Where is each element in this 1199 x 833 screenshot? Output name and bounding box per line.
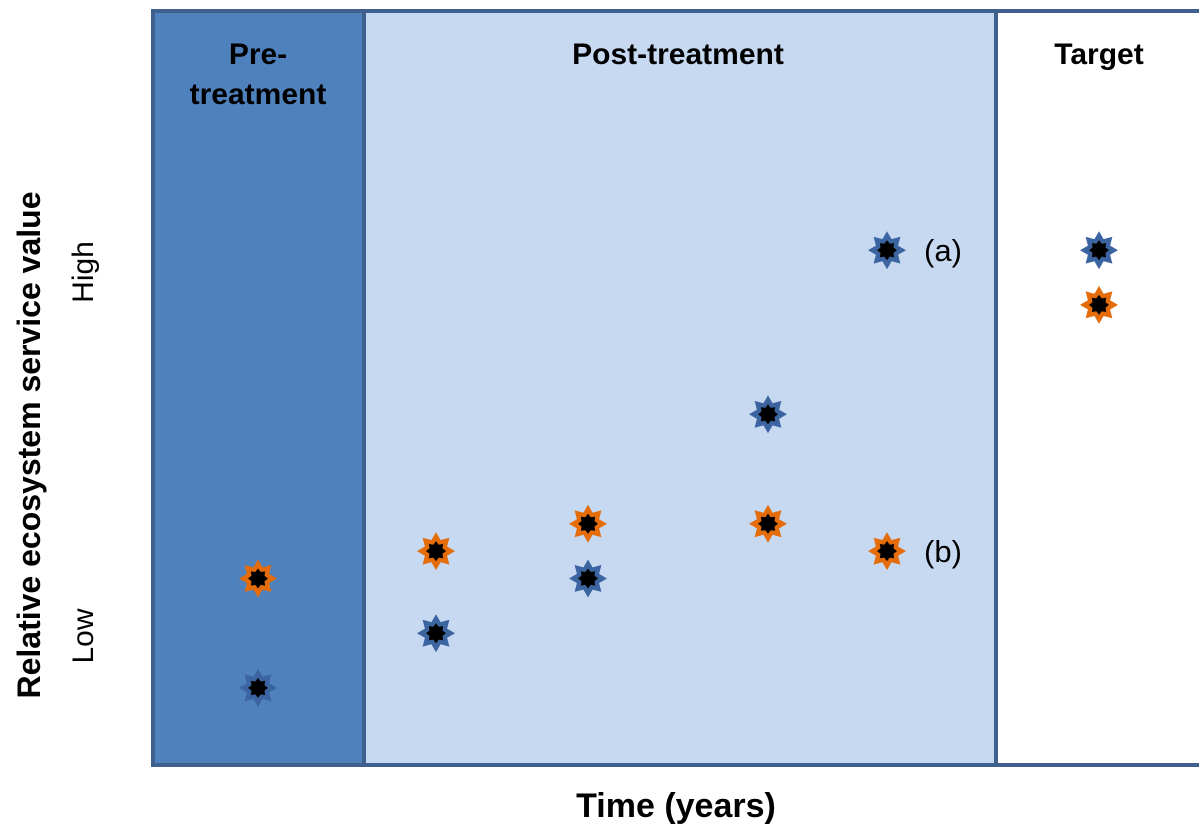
y-axis-high-label: High <box>67 241 100 303</box>
data-point-series-b-2 <box>569 504 607 543</box>
data-point-series-b-3 <box>749 504 787 543</box>
data-marks: (a) (b) <box>239 231 1118 707</box>
data-point-series-a-4 <box>868 231 906 270</box>
marker-center <box>1089 294 1109 315</box>
marker-center <box>578 568 598 589</box>
y-axis-label: Relative ecosystem service value <box>11 192 47 699</box>
panel-header-target: Target <box>1054 38 1143 71</box>
annotation-label-b: (b) <box>924 534 962 569</box>
panel-header-pre-line1: Pre- <box>229 38 287 71</box>
marker-center <box>426 541 446 562</box>
x-axis-label: Time (years) <box>576 787 776 825</box>
data-point-series-a-3 <box>749 395 787 434</box>
marker-center <box>1089 240 1109 261</box>
marker-center <box>578 513 598 534</box>
y-axis-low-label: Low <box>67 608 100 663</box>
data-point-series-b-5 <box>1080 285 1118 324</box>
data-point-series-a-1 <box>417 614 455 653</box>
data-point-series-a-5 <box>1080 231 1118 270</box>
marker-center <box>877 541 897 562</box>
marker-center <box>758 513 778 534</box>
data-point-series-b-4 <box>868 532 906 571</box>
pre-treatment-panel <box>151 9 366 767</box>
data-point-series-a-2 <box>569 559 607 598</box>
annotation-label-a: (a) <box>924 233 962 268</box>
marker-center <box>248 568 268 589</box>
target-panel <box>994 9 1199 767</box>
marker-center <box>877 240 897 261</box>
panel-header-post: Post-treatment <box>572 38 784 71</box>
marker-center <box>426 623 446 644</box>
post-treatment-panel <box>362 9 998 767</box>
marker-center <box>758 404 778 425</box>
data-point-series-b-0 <box>239 559 277 598</box>
data-point-series-b-1 <box>417 532 455 571</box>
marker-center <box>248 677 268 698</box>
data-point-series-a-0 <box>239 668 277 707</box>
panel-header-pre-line2: treatment <box>190 78 327 111</box>
